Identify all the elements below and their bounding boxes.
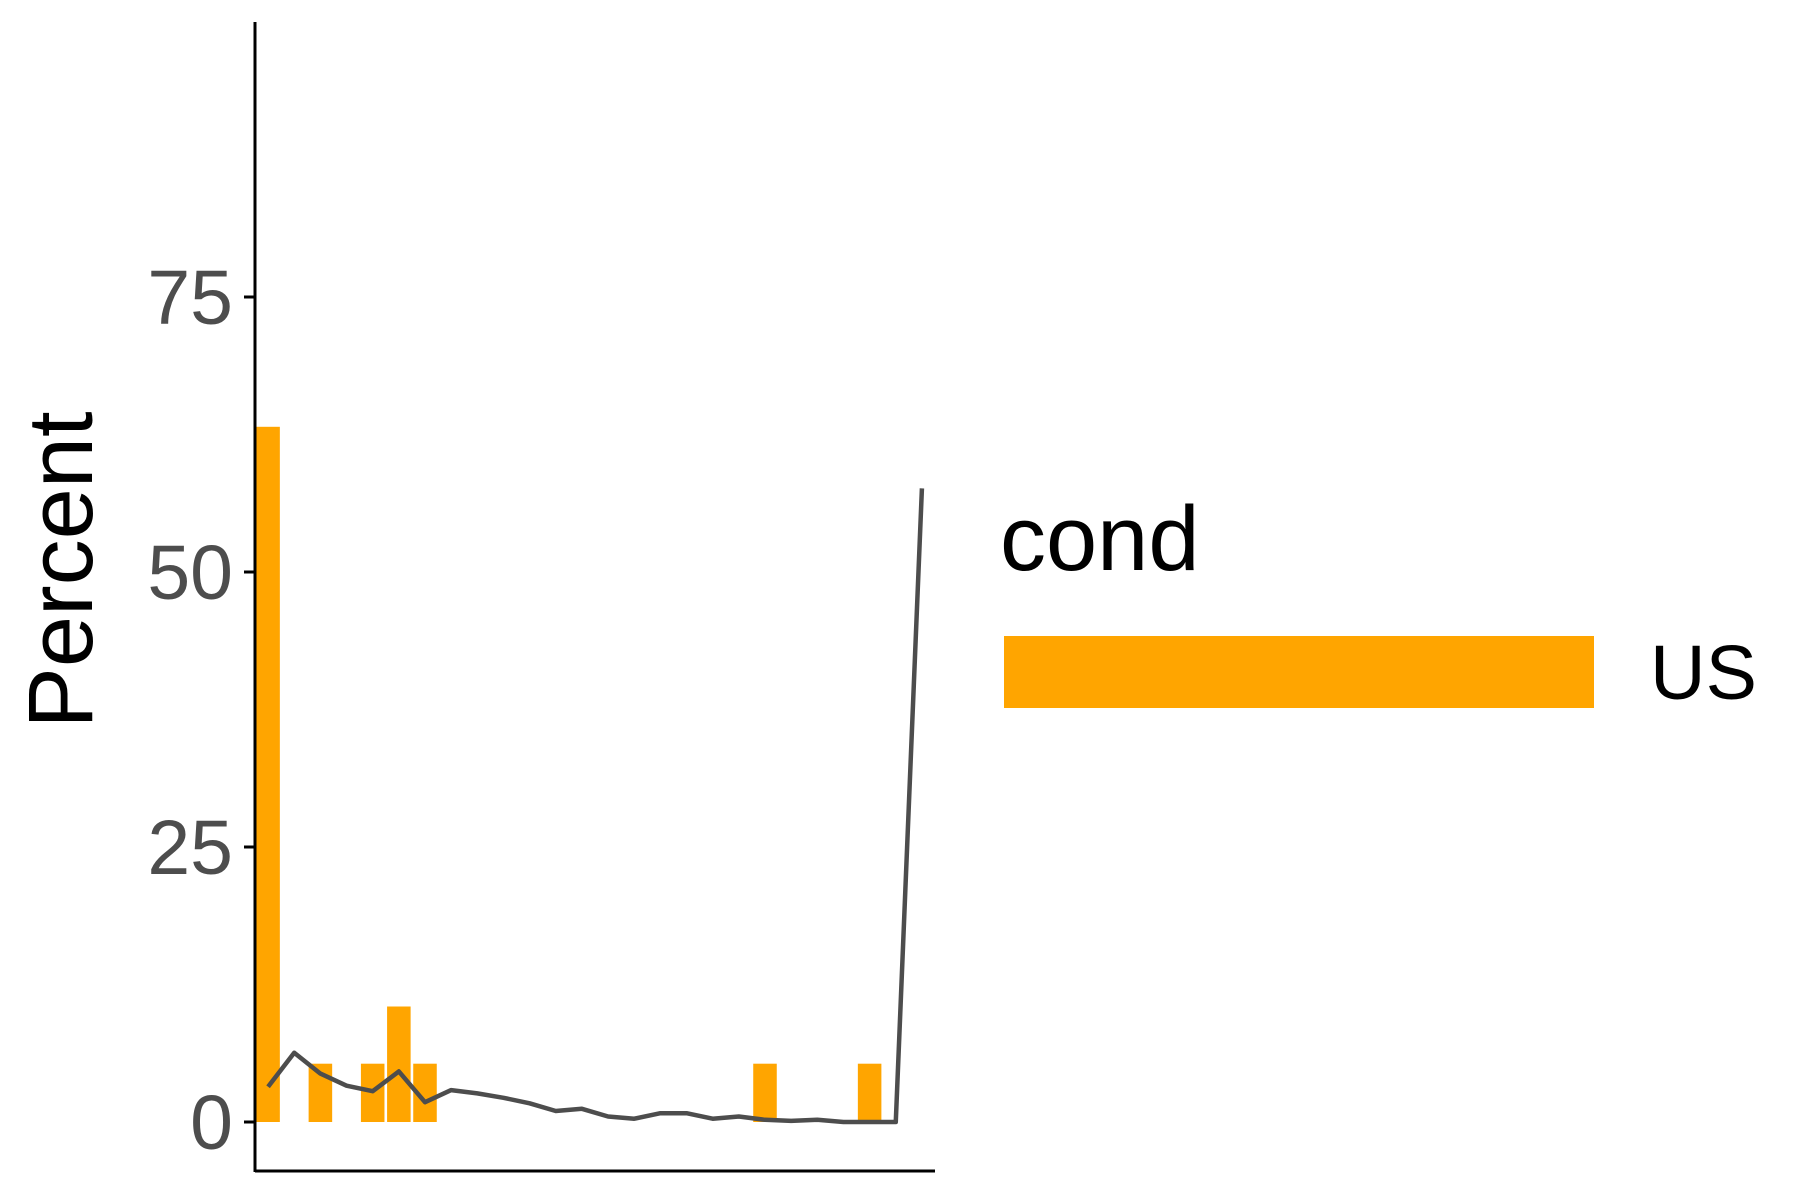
y-tick-label-75: 75 [147, 255, 233, 341]
y-tick-label-0: 0 [190, 1080, 233, 1166]
y-tick-label-50: 50 [147, 530, 233, 616]
bar-US-20 [753, 1063, 777, 1122]
legend-key-US [1004, 636, 1594, 708]
legend-title: cond [1000, 488, 1200, 590]
y-axis-title: Percent [10, 411, 112, 728]
y-tick-label-25: 25 [147, 805, 233, 891]
bar-US-1 [256, 426, 280, 1122]
bar-US-7 [413, 1063, 437, 1122]
legend: cond US [1000, 488, 1757, 716]
legend-label-US: US [1650, 630, 1757, 716]
series-line [266, 488, 925, 1125]
bar-US-6 [387, 1006, 411, 1122]
y-ticks: 0 25 50 75 [147, 255, 255, 1166]
bars-group [256, 426, 882, 1122]
line-group [266, 488, 925, 1125]
bar-US-24 [857, 1063, 882, 1122]
legend-entries: US [1004, 630, 1757, 716]
